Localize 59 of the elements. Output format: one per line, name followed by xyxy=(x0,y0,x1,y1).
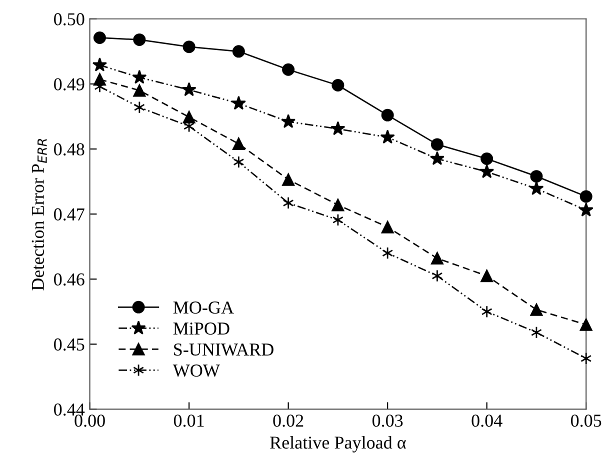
x-tick-label: 0.02 xyxy=(273,414,304,427)
x-tick-label: 0.04 xyxy=(472,414,502,427)
point xyxy=(133,33,146,46)
y-tick-label: 0.45 xyxy=(54,338,84,351)
point xyxy=(182,40,196,54)
x-tick-label: 0.00 xyxy=(74,414,105,427)
point xyxy=(133,84,146,97)
point xyxy=(282,173,295,186)
point xyxy=(381,220,394,234)
point xyxy=(381,108,394,122)
point xyxy=(430,138,444,151)
point xyxy=(281,114,296,128)
point xyxy=(232,45,245,58)
point xyxy=(529,181,544,195)
point xyxy=(231,96,246,110)
x-tick-label: 0.03 xyxy=(372,414,403,427)
point xyxy=(530,303,543,316)
legend-label: WOW xyxy=(172,364,220,377)
point xyxy=(332,214,344,226)
x-tick-label: 0.01 xyxy=(174,414,204,427)
point xyxy=(332,198,344,212)
point xyxy=(480,152,494,166)
y-tick-label: 0.46 xyxy=(54,273,84,286)
point xyxy=(530,170,543,183)
point xyxy=(382,246,394,260)
point xyxy=(182,82,196,96)
point xyxy=(134,101,145,114)
point xyxy=(380,130,395,144)
point xyxy=(332,78,344,92)
y-tick-label: 0.48 xyxy=(54,143,84,156)
y-axis-title: Detection Error P$_{ERR}$ xyxy=(32,139,47,290)
point xyxy=(481,305,492,318)
y-tick-label: 0.50 xyxy=(54,13,84,26)
y-tick-label: 0.47 xyxy=(54,208,84,221)
point xyxy=(580,318,592,331)
point xyxy=(432,270,443,282)
point xyxy=(182,110,196,124)
point xyxy=(430,252,444,265)
x-axis-title: Relative Payload α xyxy=(270,436,406,452)
point xyxy=(580,190,592,203)
point xyxy=(232,138,245,150)
legend-label: MO-GA xyxy=(173,302,234,314)
legend-label: MiPOD xyxy=(173,322,230,335)
point xyxy=(93,31,106,44)
point xyxy=(92,57,108,72)
point xyxy=(330,121,346,136)
y-tick-label: 0.44 xyxy=(54,403,85,416)
point xyxy=(480,164,494,178)
point xyxy=(282,196,294,210)
point xyxy=(578,202,594,216)
point xyxy=(282,63,295,76)
point xyxy=(430,151,445,166)
x-tick-label: 0.05 xyxy=(570,414,602,427)
y-tick-label: 0.49 xyxy=(54,78,84,90)
point xyxy=(580,352,592,365)
point xyxy=(480,270,494,282)
point xyxy=(233,156,244,168)
legend-label: S-UNIWARD xyxy=(174,344,274,356)
point xyxy=(132,70,147,84)
